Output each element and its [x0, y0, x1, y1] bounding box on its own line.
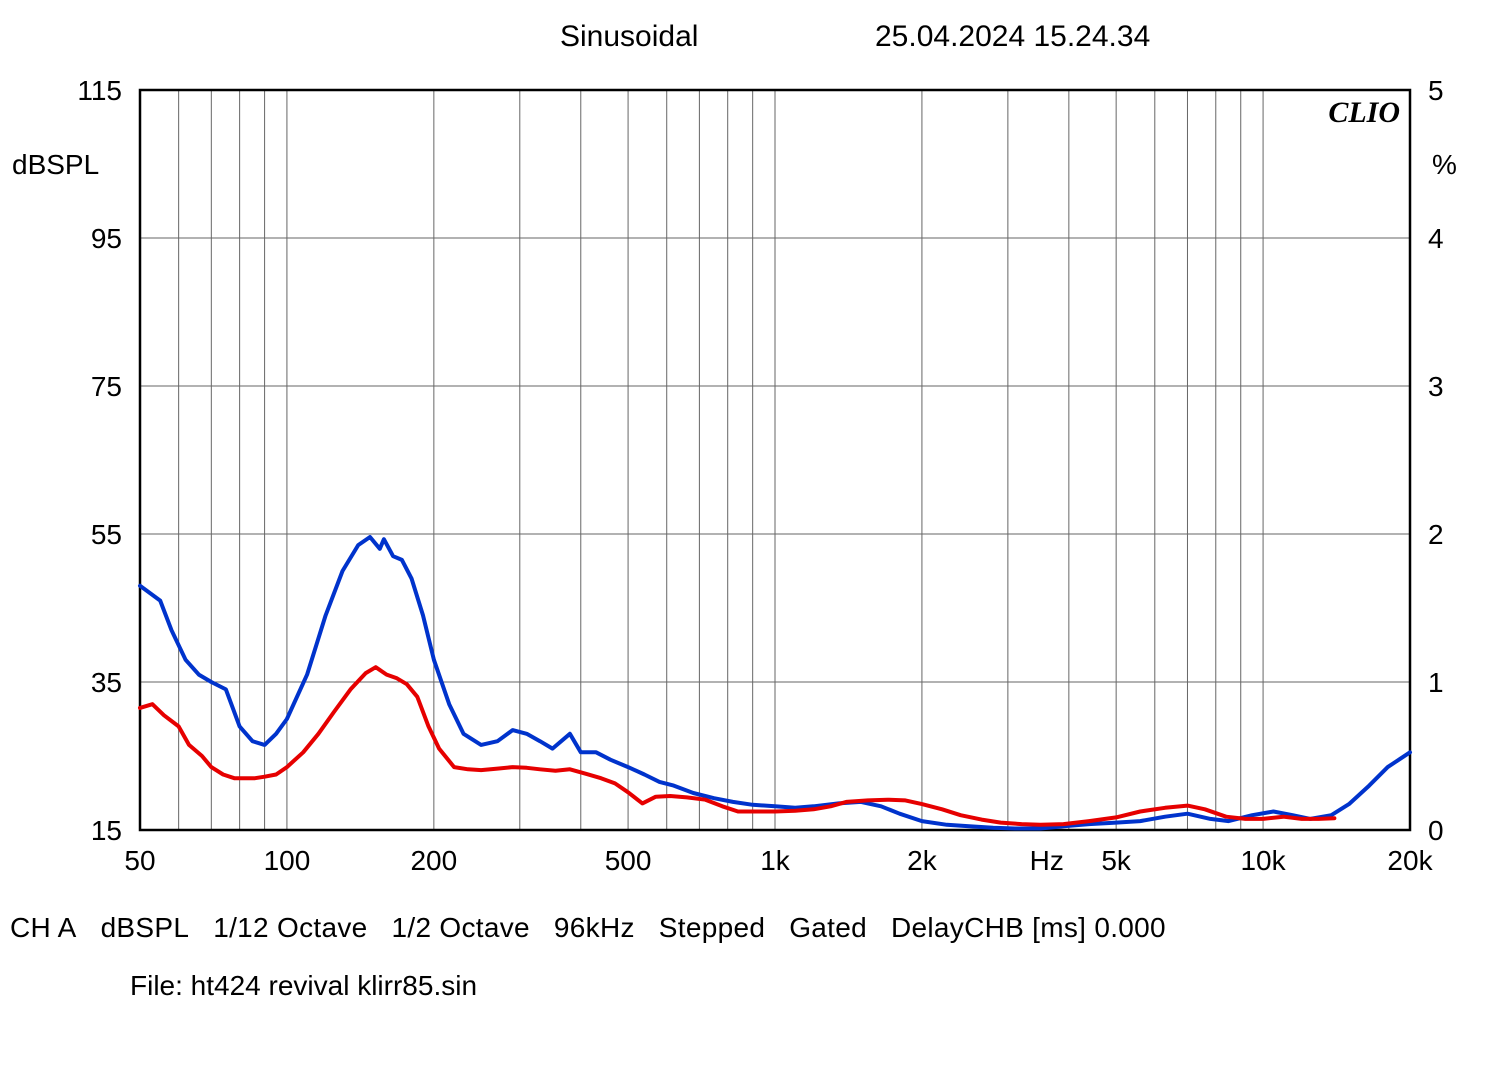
svg-text:75: 75 [91, 371, 122, 402]
svg-text:100: 100 [264, 845, 311, 876]
svg-text:1k: 1k [760, 845, 791, 876]
chart-title: Sinusoidal [560, 20, 698, 54]
watermark-clio: CLIO [1328, 96, 1400, 129]
page-root: Sinusoidal 25.04.2024 15.24.34 153555759… [0, 0, 1500, 1074]
measurement-footer: CH A dBSPL 1/12 Octave 1/2 Octave 96kHz … [0, 912, 1500, 944]
svg-text:3: 3 [1428, 371, 1444, 402]
footer-gated: Gated [789, 912, 867, 944]
svg-text:15: 15 [91, 815, 122, 846]
footer-octave2: 1/2 Octave [392, 912, 530, 944]
footer-delay: DelayCHB [ms] 0.000 [891, 912, 1166, 944]
svg-text:5k: 5k [1101, 845, 1132, 876]
svg-text:200: 200 [410, 845, 457, 876]
svg-text:10k: 10k [1240, 845, 1286, 876]
svg-text:500: 500 [605, 845, 652, 876]
svg-text:55: 55 [91, 519, 122, 550]
chart-timestamp: 25.04.2024 15.24.34 [875, 20, 1150, 54]
svg-text:20k: 20k [1387, 845, 1433, 876]
svg-text:0: 0 [1428, 815, 1444, 846]
footer-octave1: 1/12 Octave [213, 912, 367, 944]
svg-text:dBSPL: dBSPL [12, 149, 99, 180]
svg-text:95: 95 [91, 223, 122, 254]
chart-area: 15 35 55 75 95 115 dBSPL 0 1 2 3 4 5% 50 100 200 500 1k 2k… [0, 70, 1500, 890]
svg-text:Hz: Hz [1030, 845, 1064, 876]
svg-text:%: % [1432, 149, 1457, 180]
footer-rate: 96kHz [554, 912, 635, 944]
svg-text:35: 35 [91, 667, 122, 698]
svg-text:2: 2 [1428, 519, 1444, 550]
footer-filename: File: ht424 revival klirr85.sin [130, 970, 477, 1002]
svg-text:5: 5 [1428, 75, 1444, 106]
footer-unit: dBSPL [101, 912, 190, 944]
svg-text:2k: 2k [907, 845, 938, 876]
svg-text:1: 1 [1428, 667, 1444, 698]
svg-text:4: 4 [1428, 223, 1444, 254]
chart-svg: 15 35 55 75 95 115 dBSPL 0 1 2 3 4 5% 50 100 200 500 1k 2k… [0, 70, 1500, 890]
footer-stepped: Stepped [659, 912, 765, 944]
footer-ch: CH A [10, 912, 77, 944]
chart-header: Sinusoidal 25.04.2024 15.24.34 [0, 0, 1500, 70]
svg-text:115: 115 [77, 75, 122, 106]
svg-text:50: 50 [124, 845, 155, 876]
